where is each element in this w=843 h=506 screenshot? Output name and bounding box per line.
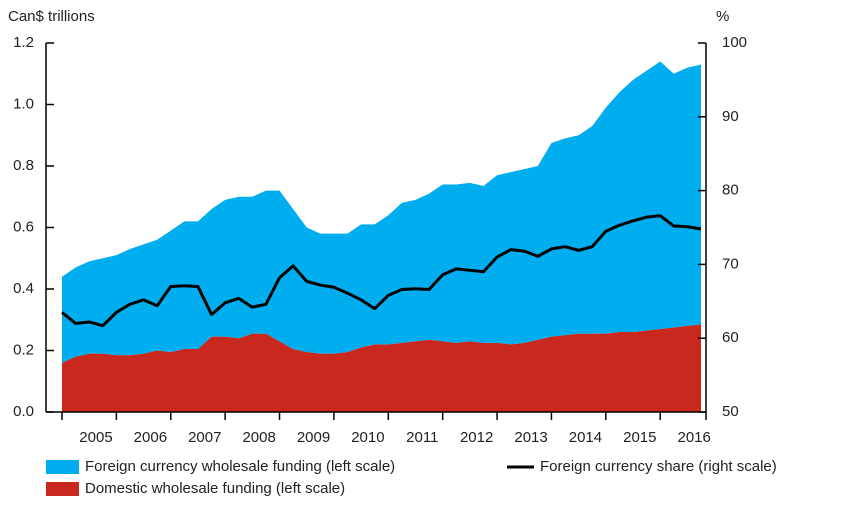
y2-tick-label: 80: [722, 182, 739, 199]
y-tick-label: 1.0: [13, 95, 34, 112]
legend-label: Foreign currency wholesale funding (left…: [85, 458, 395, 475]
y-tick-label: 0.0: [13, 403, 34, 420]
legend-swatch: [46, 482, 79, 496]
x-tick-label: 2008: [242, 429, 275, 446]
y2-tick-label: 60: [722, 329, 739, 346]
line: [61, 214, 702, 328]
y-tick-label: 0.8: [13, 157, 34, 174]
x-tick-label: 2012: [460, 429, 493, 446]
x-tick-label: 2013: [514, 429, 547, 446]
x-tick-label: 2011: [406, 429, 438, 446]
y2-axis-label: %: [716, 8, 729, 25]
y2-tick-label: 70: [722, 255, 739, 272]
x-tick-label: 2007: [188, 429, 221, 446]
y2-tick-label: 50: [722, 403, 739, 420]
x-tick-label: 2006: [134, 429, 167, 446]
y2-tick-label: 100: [722, 34, 747, 51]
x-tick-label: 2014: [569, 429, 602, 446]
y-tick-label: 0.6: [13, 218, 34, 235]
legend-label: Domestic wholesale funding (left scale): [85, 480, 345, 497]
x-tick-label: 2005: [79, 429, 112, 446]
area: [62, 61, 701, 363]
y-tick-label: 1.2: [13, 34, 34, 51]
y-axis-label: Can$ trillions: [8, 8, 95, 25]
x-tick-label: 2015: [623, 429, 656, 446]
x-tick-label: 2010: [351, 429, 384, 446]
y2-tick-label: 90: [722, 108, 739, 125]
y-tick-label: 0.4: [13, 280, 34, 297]
x-tick-label: 2016: [678, 429, 711, 446]
area: [62, 324, 701, 412]
legend-label: Foreign currency share (right scale): [540, 458, 777, 475]
y-tick-label: 0.2: [13, 341, 34, 358]
legend-swatch: [46, 460, 79, 474]
x-tick-label: 2009: [297, 429, 330, 446]
